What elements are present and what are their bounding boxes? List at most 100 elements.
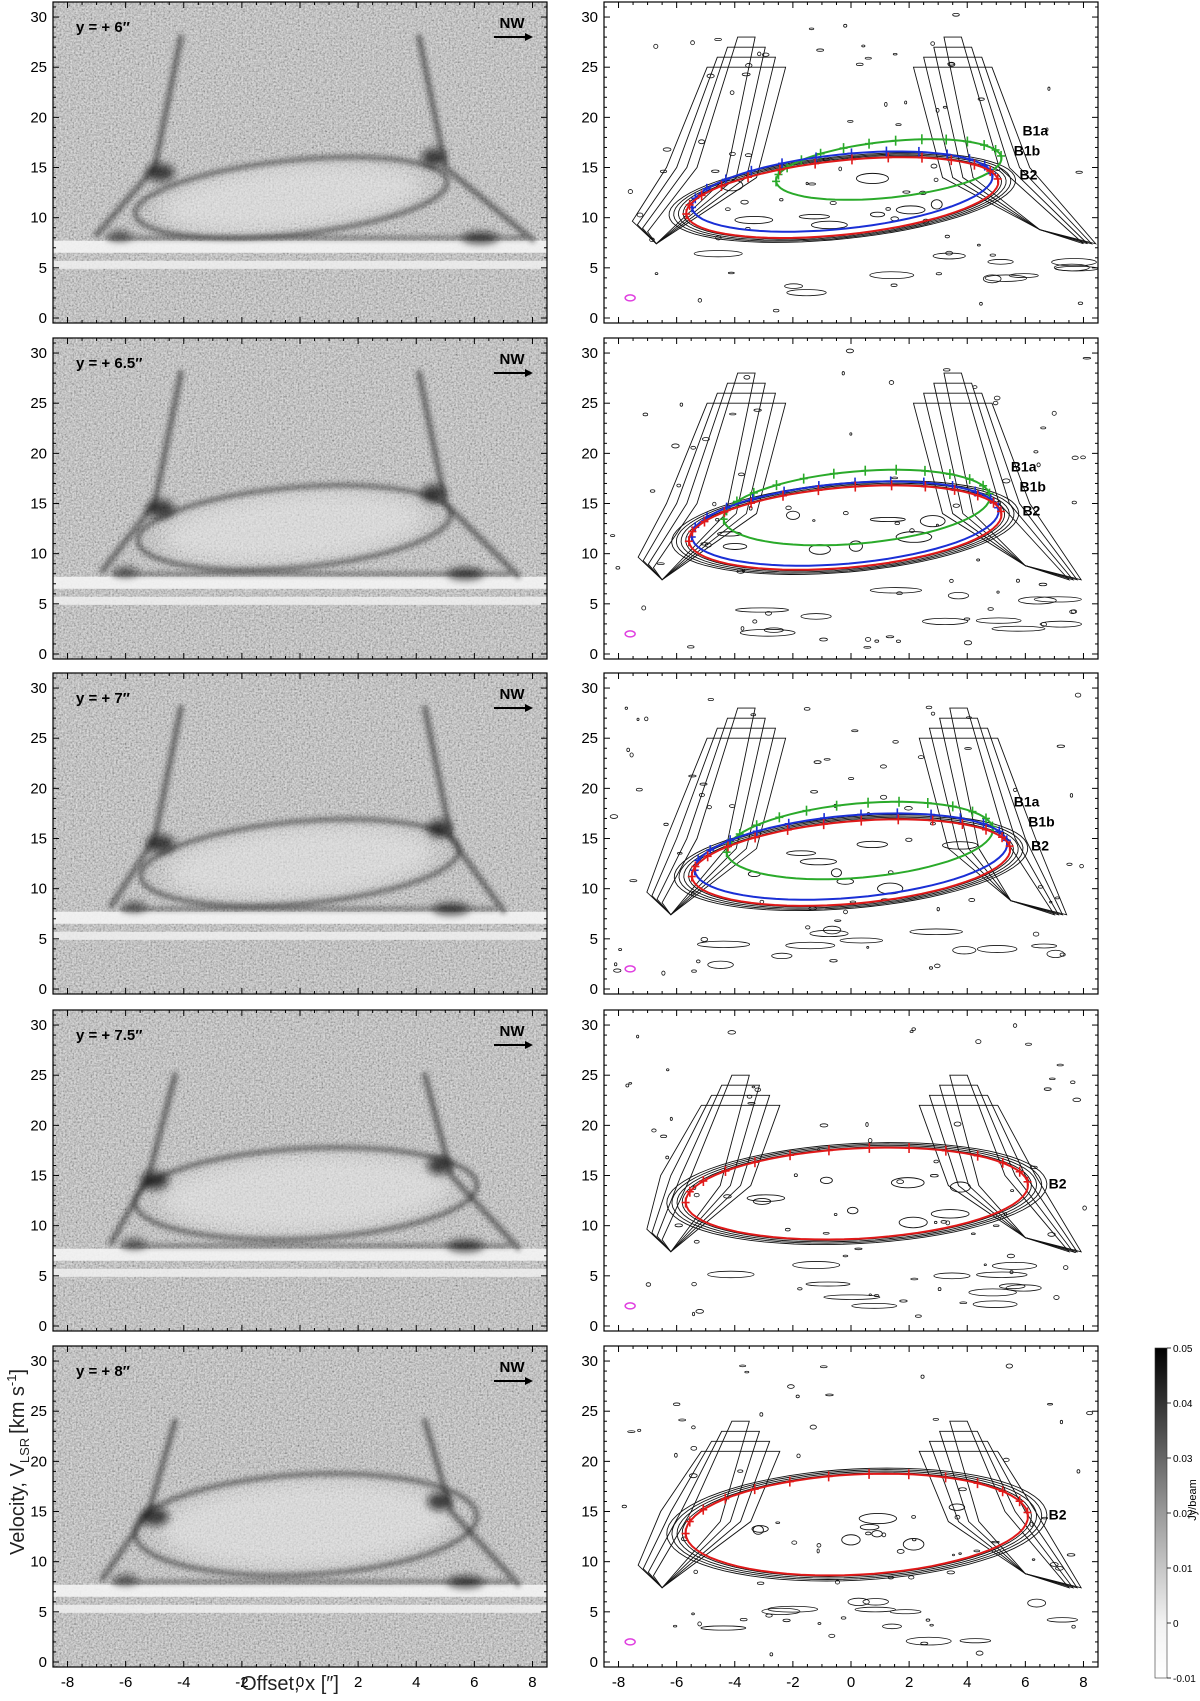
- fit-point-marker: [839, 143, 848, 154]
- y-tick-label: 30: [581, 1017, 598, 1034]
- component-label-b1a: B1a: [1014, 793, 1040, 809]
- fit-point-marker: [861, 465, 870, 476]
- fit-point-marker: [963, 136, 972, 147]
- fit-point-marker: [697, 190, 706, 201]
- fit-point-marker: [699, 1175, 708, 1186]
- fit-point-marker: [887, 480, 896, 491]
- y-tick-label: 15: [30, 831, 47, 848]
- fit-point-marker: [717, 180, 726, 191]
- component-label-b2: B2: [1031, 838, 1049, 854]
- direction-label: NW: [500, 351, 526, 368]
- colorbar-gradient: [1154, 1347, 1168, 1679]
- x-tick-label: -4: [728, 1674, 741, 1691]
- axis-ticks: [604, 1346, 1098, 1667]
- fit-point-marker: [979, 818, 988, 829]
- greyscale-panel: 0 5 10 15 20 25 30 y = + 7.5″ NW: [30, 1009, 548, 1335]
- x-tick-label: 6: [470, 1674, 478, 1691]
- y-tick-label: 25: [581, 730, 598, 747]
- fit-point-marker: [703, 851, 712, 862]
- fit-point-marker: [982, 824, 991, 835]
- direction-arrow-icon: [494, 704, 533, 712]
- fit-point-marker: [685, 1516, 694, 1527]
- y-tick-label: 5: [39, 931, 47, 948]
- contour-panels: 051015202530B1aB1bB2051015202530B1aB1bB2…: [581, 1, 1099, 1691]
- x-axis-label: Offset, x [″]: [241, 1673, 339, 1695]
- fit-point-marker: [851, 481, 860, 492]
- fit-point-marker: [884, 152, 893, 163]
- fit-point-marker: [687, 871, 696, 882]
- y-tick-label: 20: [581, 780, 598, 797]
- fit-point-marker: [812, 152, 821, 163]
- fit-point-marker: [914, 146, 923, 157]
- fit-point-marker: [917, 152, 926, 163]
- ellipse-fit-b2: [682, 152, 1002, 240]
- x-tick-label: 8: [1079, 1674, 1087, 1691]
- fit-point-marker: [684, 536, 693, 547]
- colorbar-tick-label: 0.01: [1173, 1564, 1193, 1575]
- colorbar-ticks: 0.05 0.04 0.03 0.02 0.01 0 -0.01: [1167, 1344, 1196, 1685]
- fit-point-marker: [973, 490, 982, 501]
- fit-point-marker: [726, 835, 735, 846]
- fit-point-marker: [921, 481, 930, 492]
- y-tick-label: 0: [39, 1318, 47, 1335]
- axis-ticks: [53, 1010, 547, 1331]
- axis-ticks: [53, 2, 547, 323]
- fit-point-marker: [775, 164, 784, 175]
- greyscale-panel: 0 5 10 15 20 25 30 -8 -6 -4 -2 0 2 4 6 8 y = + 8″ NW: [30, 1345, 548, 1691]
- panel-label: y = + 6″: [76, 19, 130, 36]
- y-tick-label: 30: [30, 1017, 47, 1034]
- fit-point-marker: [832, 800, 841, 811]
- fit-point-marker: [685, 199, 694, 210]
- colorbar-tick-label: 0: [1173, 1619, 1179, 1630]
- fit-point-marker: [968, 806, 977, 817]
- y-tick-label: 20: [30, 445, 47, 462]
- fit-point-marker: [751, 832, 760, 843]
- fit-point-marker: [981, 813, 990, 824]
- fit-point-marker: [904, 1469, 913, 1480]
- fit-point-marker: [865, 138, 874, 149]
- axis-ticks: [604, 2, 1098, 323]
- component-label-b1b: B1b: [1020, 478, 1046, 494]
- fit-point-marker: [865, 1142, 874, 1153]
- fit-point-marker: [894, 814, 903, 825]
- beam-marker: [624, 1302, 636, 1310]
- fit-point-marker: [819, 819, 828, 830]
- fit-point-marker: [775, 812, 784, 823]
- y-tick-label: 10: [30, 1218, 47, 1235]
- fit-point-marker: [700, 516, 709, 527]
- fit-point-marker: [905, 1142, 914, 1153]
- direction-arrow-icon: [494, 33, 533, 41]
- y-tick-label: 5: [590, 260, 598, 277]
- y-tick-label: 20: [30, 780, 47, 797]
- y-tick-label: 10: [581, 1554, 598, 1571]
- x-tick-label: -2: [235, 1674, 248, 1691]
- y-tick-label: 25: [30, 730, 47, 747]
- y-tick-label: 0: [39, 646, 47, 663]
- fit-point-marker: [980, 140, 989, 151]
- x-tick-label: 0: [296, 1674, 304, 1691]
- contour-panel: 0 5 10 15 20 25 30 -8 -6 -4 -2 0 2 4 6 8 B2: [581, 1345, 1099, 1691]
- fit-point-marker: [942, 134, 951, 145]
- axis-ticks: [604, 673, 1098, 994]
- y-tick-label: 0: [39, 981, 47, 998]
- y-tick-label: 20: [581, 1117, 598, 1134]
- contour-panel: 0 5 10 15 20 25 30 B1a B1b B2: [581, 1, 1099, 327]
- fit-point-marker: [920, 465, 929, 476]
- y-tick-label: 30: [581, 680, 598, 697]
- fit-point-marker: [973, 1150, 982, 1161]
- fit-point-marker: [691, 861, 700, 872]
- greyscale-panel: 0 5 10 15 20 25 30 y = + 6.5″ NW: [30, 337, 548, 663]
- fit-point-marker: [927, 809, 936, 820]
- fit-point-marker: [688, 526, 697, 537]
- y-tick-label: 25: [30, 395, 47, 412]
- fit-point-marker: [721, 174, 730, 185]
- y-tick-label: 20: [581, 109, 598, 126]
- y-tick-label: 20: [30, 1117, 47, 1134]
- fit-point-marker: [1015, 1496, 1024, 1507]
- fit-point-marker: [681, 1197, 690, 1208]
- y-tick-label: 30: [581, 1353, 598, 1370]
- y-tick-label: 20: [30, 1453, 47, 1470]
- ellipse-fit-b2: [684, 480, 1005, 571]
- component-label-b1b: B1b: [1014, 142, 1040, 158]
- fit-point-marker: [1023, 1176, 1032, 1187]
